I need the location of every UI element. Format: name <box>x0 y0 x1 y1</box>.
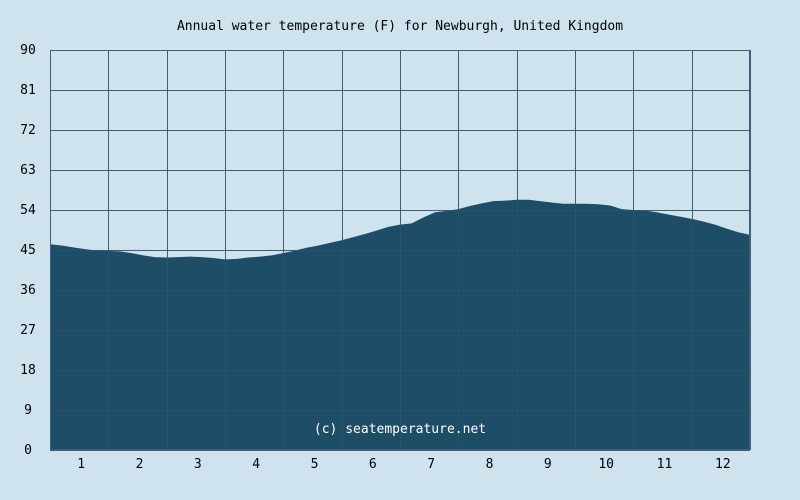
y-tick-label: 90 <box>20 43 36 58</box>
x-axis-ticks: 1 2 3 4 5 6 7 8 9 10 11 12 <box>77 457 730 472</box>
x-tick-label: 11 <box>657 457 673 472</box>
y-axis-ticks: 0 9 18 27 36 45 54 63 72 81 90 <box>20 43 36 458</box>
chart-title: Annual water temperature (F) for Newburg… <box>176 19 624 34</box>
x-tick-label: 10 <box>598 457 614 472</box>
y-tick-label: 63 <box>20 163 36 178</box>
x-tick-label: 2 <box>136 457 144 472</box>
y-tick-label: 54 <box>20 203 36 218</box>
y-tick-label: 18 <box>20 363 36 378</box>
x-tick-label: 3 <box>194 457 202 472</box>
watermark: (c) seatemperature.net <box>314 422 486 437</box>
x-tick-label: 1 <box>77 457 85 472</box>
x-tick-label: 12 <box>715 457 731 472</box>
x-tick-label: 9 <box>544 457 552 472</box>
x-tick-label: 7 <box>427 457 435 472</box>
plot-border <box>50 50 750 450</box>
y-tick-label: 81 <box>20 83 36 98</box>
x-tick-label: 5 <box>311 457 319 472</box>
x-tick-label: 6 <box>369 457 377 472</box>
y-tick-label: 36 <box>20 283 36 298</box>
y-tick-label: 0 <box>24 443 32 458</box>
y-tick-label: 45 <box>20 243 36 258</box>
y-tick-label: 72 <box>20 123 36 138</box>
x-tick-label: 8 <box>486 457 494 472</box>
y-tick-label: 9 <box>24 403 32 418</box>
x-tick-label: 4 <box>252 457 260 472</box>
y-tick-label: 27 <box>20 323 36 338</box>
series-area <box>50 199 750 450</box>
